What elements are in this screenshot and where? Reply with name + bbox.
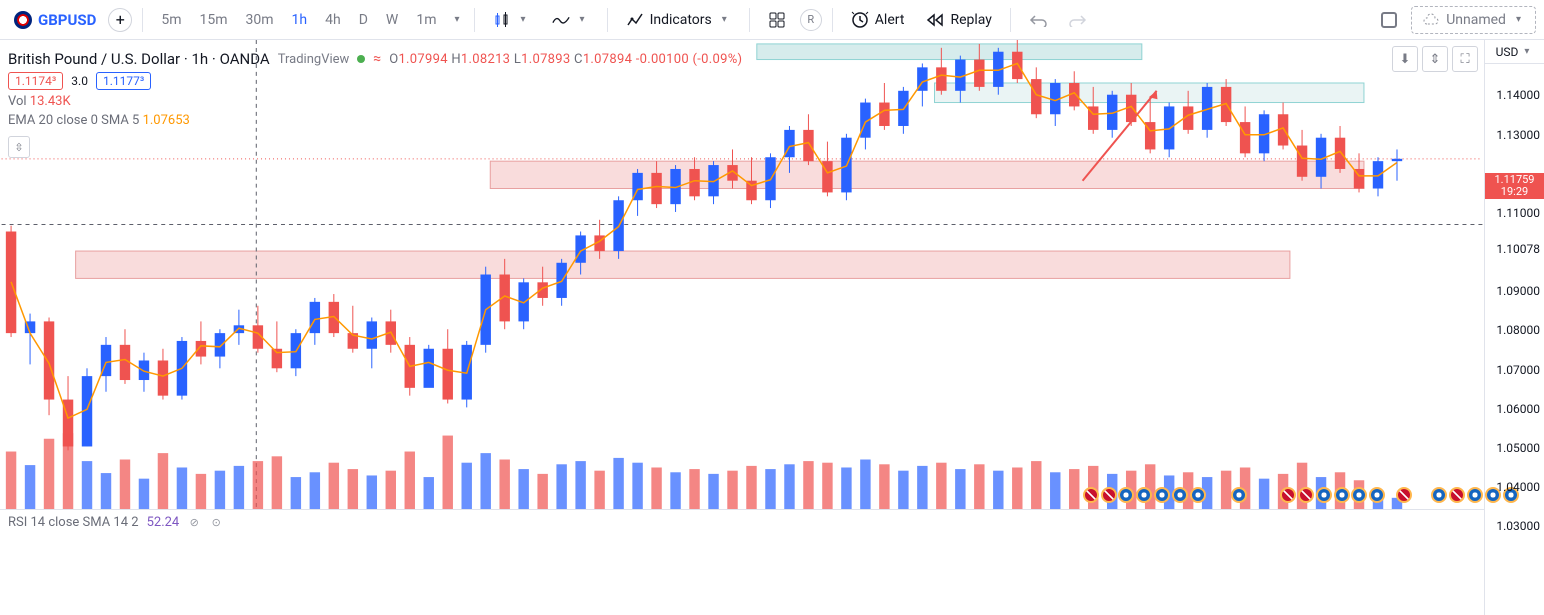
price-tick: 1.08000 xyxy=(1496,323,1540,337)
source-label: TradingView xyxy=(278,52,350,67)
price-chart-panel[interactable]: British Pound / U.S. Dollar · 1h · OANDA… xyxy=(0,40,1484,510)
redo-button[interactable] xyxy=(1061,9,1095,31)
chart-style-button[interactable]: ▾ xyxy=(485,7,538,33)
rsi-settings-icon[interactable]: ⊙ xyxy=(209,516,223,530)
indicators-icon xyxy=(626,11,644,29)
timeframe-1m[interactable]: 1m xyxy=(408,8,444,32)
divider xyxy=(832,8,833,32)
alert-label: Alert xyxy=(875,12,905,28)
replay-icon xyxy=(926,11,944,29)
volume-label: Vol xyxy=(8,94,27,109)
currency-selector[interactable]: USD ▾ xyxy=(1485,40,1544,64)
price-tick: 1.03000 xyxy=(1496,519,1540,533)
screenshot-button[interactable] xyxy=(1373,8,1405,32)
price-axis-column[interactable]: USD ▾ 1.14000 1.13000 1.11000 1.10078 1.0900… xyxy=(1484,40,1544,615)
symbol-selector[interactable]: GBPUSD xyxy=(8,7,102,33)
ohlc-values: O1.07994 H1.08213 L1.07893 C1.07894 -0.0… xyxy=(389,52,742,67)
price-tick: 1.10078 xyxy=(1496,242,1540,256)
rsi-label: RSI 14 close SMA 14 2 xyxy=(8,515,139,530)
timeframe-D[interactable]: D xyxy=(351,8,376,32)
price-tick: 1.14000 xyxy=(1496,88,1540,102)
layout-name-label: Unnamed xyxy=(1446,12,1506,28)
flag-icon xyxy=(14,11,32,29)
scroll-button[interactable]: ⇕ xyxy=(1422,46,1448,72)
rsi-eye-icon[interactable]: ⊘ xyxy=(187,516,201,530)
wave-icon xyxy=(552,11,570,29)
layout-button[interactable] xyxy=(760,7,794,33)
ema-label: EMA 20 close 0 SMA 5 xyxy=(8,113,139,128)
timeframe-30m[interactable]: 30m xyxy=(238,8,282,32)
price-tick: 1.06000 xyxy=(1496,402,1540,416)
line-style-button[interactable]: ▾ xyxy=(544,7,597,33)
timeframe-group: 5m15m30m1h4hDW1m xyxy=(153,8,444,32)
replay-label: Replay xyxy=(950,12,991,28)
rsi-value: 52.24 xyxy=(147,515,180,530)
price-tick: 1.05000 xyxy=(1496,441,1540,455)
market-open-dot xyxy=(357,55,365,63)
price-tick: 1.13000 xyxy=(1496,128,1540,142)
chevron-down-icon: ▾ xyxy=(1520,46,1533,57)
bid-pill[interactable]: 1.1174³ xyxy=(8,72,63,90)
alert-icon xyxy=(851,11,869,29)
cloud-icon xyxy=(1422,11,1440,29)
top-toolbar: GBPUSD + 5m15m30m1h4hDW1m ▾ ▾ ▾ Indicato… xyxy=(0,0,1544,40)
price-tick: 1.07000 xyxy=(1496,363,1540,377)
symbol-title: British Pound / U.S. Dollar · 1h · OANDA xyxy=(8,50,270,68)
fullscreen-button[interactable]: ⛶ xyxy=(1452,46,1478,72)
candles-icon xyxy=(493,11,511,29)
timeframe-more-icon[interactable]: ▾ xyxy=(450,14,463,25)
symbol-info-block: British Pound / U.S. Dollar · 1h · OANDA… xyxy=(8,50,742,158)
timeframe-5m[interactable]: 5m xyxy=(153,8,189,32)
volume-value: 13.43K xyxy=(30,94,71,109)
divider xyxy=(749,8,750,32)
ask-pill[interactable]: 1.1177³ xyxy=(96,72,151,90)
alert-button[interactable]: Alert xyxy=(843,7,913,33)
expand-icon[interactable]: ⇳ xyxy=(8,136,30,158)
current-price-tag: 1.1175919:29 xyxy=(1485,173,1544,199)
symbol-label: GBPUSD xyxy=(38,11,96,29)
timeframe-1h[interactable]: 1h xyxy=(284,8,316,32)
divider xyxy=(607,8,608,32)
download-button[interactable]: ⬇ xyxy=(1392,46,1418,72)
add-symbol-button[interactable]: + xyxy=(108,8,132,32)
divider xyxy=(142,8,143,32)
spread-label: 3.0 xyxy=(71,74,88,88)
chevron-down-icon: ▾ xyxy=(517,14,530,25)
chevron-down-icon: ▾ xyxy=(718,14,731,25)
price-tick: 1.09000 xyxy=(1496,284,1540,298)
timeframe-W[interactable]: W xyxy=(378,8,406,32)
divider xyxy=(474,8,475,32)
indicators-button[interactable]: Indicators ▾ xyxy=(618,7,739,33)
divider xyxy=(1010,8,1011,32)
undo-button[interactable] xyxy=(1021,9,1055,31)
timeframe-15m[interactable]: 15m xyxy=(192,8,236,32)
grid-icon xyxy=(768,11,786,29)
ema-value: 1.07653 xyxy=(143,113,190,128)
chevron-down-icon: ▾ xyxy=(1512,14,1525,25)
replay-r-badge[interactable]: R xyxy=(800,9,822,31)
timeframe-4h[interactable]: 4h xyxy=(317,8,349,32)
rsi-panel[interactable]: RSI 14 close SMA 14 2 52.24 ⊘ ⊙ xyxy=(0,511,1484,615)
wave-icon: ≈ xyxy=(373,51,381,67)
price-tick: 1.11000 xyxy=(1496,206,1540,220)
chevron-down-icon: ▾ xyxy=(576,14,589,25)
price-tick: 1.04000 xyxy=(1496,480,1540,494)
indicators-label: Indicators xyxy=(650,12,712,28)
replay-button[interactable]: Replay xyxy=(918,7,999,33)
square-icon xyxy=(1381,12,1397,28)
layout-name-chip[interactable]: Unnamed ▾ xyxy=(1411,6,1536,34)
